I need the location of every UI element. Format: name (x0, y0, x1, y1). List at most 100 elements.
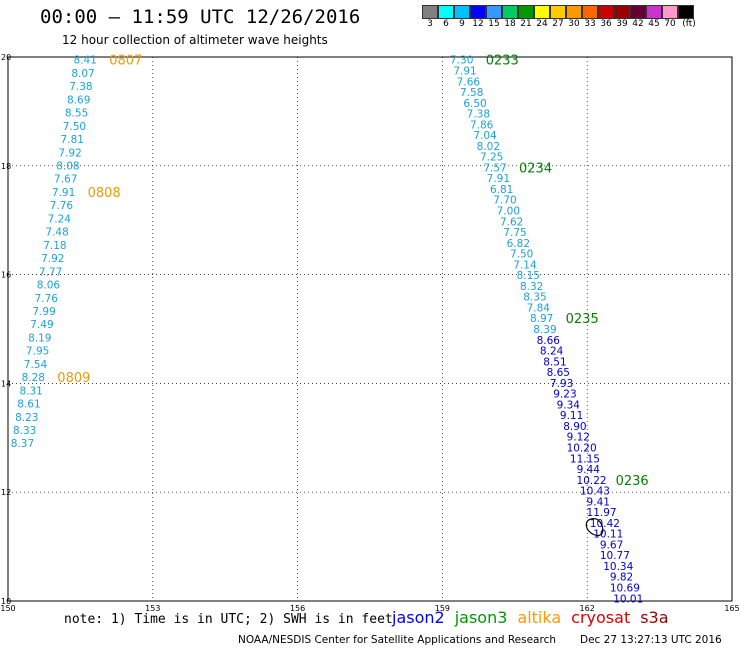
data-label: 8.37 (11, 438, 34, 450)
data-label: 7.30 (450, 55, 473, 67)
data-label: 10.77 (600, 550, 630, 562)
data-label: 11.97 (587, 507, 617, 519)
data-label: 7.49 (30, 319, 53, 331)
color-scale-label: 30 (568, 19, 580, 29)
color-scale-label: 39 (616, 19, 628, 29)
data-label: 8.39 (533, 324, 556, 336)
satellite-legend-entry: jason3 (454, 608, 508, 627)
color-scale-label: 3 (427, 19, 433, 29)
x-tick-label: 153 (145, 604, 160, 613)
data-label: 8.41 (74, 55, 97, 67)
data-label: 6.81 (490, 184, 513, 196)
time-label: 0233 (486, 54, 519, 69)
data-label: 8.55 (65, 108, 88, 120)
color-scale-label: 21 (520, 19, 532, 29)
color-swatch (534, 5, 550, 19)
data-label: 10.42 (590, 518, 620, 530)
data-label: 8.35 (523, 292, 546, 304)
data-label: 9.34 (557, 399, 581, 411)
plot-frame (7, 56, 733, 602)
data-label: 7.00 (497, 206, 520, 218)
data-label: 7.58 (460, 87, 483, 99)
color-scale-label: 27 (552, 19, 564, 29)
data-label: 7.75 (503, 227, 526, 239)
data-label: 6.82 (507, 238, 530, 250)
data-label: 8.24 (540, 346, 564, 358)
data-label: 7.67 (54, 174, 77, 186)
data-label: 8.31 (19, 385, 42, 397)
data-label: 9.23 (553, 389, 576, 401)
data-label: 7.48 (45, 227, 68, 239)
color-scale-label: 6 (443, 19, 449, 29)
data-label: 9.11 (560, 410, 583, 422)
color-scale-label: 12 (472, 19, 484, 29)
satellite-legend-entry: cryosat (571, 608, 631, 627)
data-label: 8.19 (28, 332, 51, 344)
color-scale-label: 36 (600, 19, 612, 29)
data-label: 10.69 (610, 583, 640, 595)
footer-note: note: 1) Time is in UTC; 2) SWH is in fe… (64, 612, 393, 627)
data-label: 10.22 (577, 475, 607, 487)
color-swatch (470, 5, 486, 19)
data-label: 7.81 (61, 134, 84, 146)
color-scale-label: 24 (536, 19, 548, 29)
color-swatch (502, 5, 518, 19)
data-label: 9.44 (577, 464, 601, 476)
data-label: 8.51 (543, 356, 566, 368)
color-swatch (678, 5, 694, 19)
satellite-legend-entry: jason2 (392, 608, 445, 627)
data-label: 7.92 (41, 253, 64, 265)
data-label: 8.28 (22, 372, 45, 384)
data-label: 7.91 (453, 65, 476, 77)
data-label: 10.01 (613, 593, 643, 605)
time-label: 0809 (57, 371, 90, 386)
data-label: 7.66 (457, 76, 481, 88)
data-label: 9.12 (567, 432, 590, 444)
data-label: 9.82 (610, 572, 633, 584)
color-scale-label: (ft) (682, 19, 696, 29)
data-label: 8.06 (37, 280, 61, 292)
data-label: 8.66 (537, 335, 561, 347)
color-scale-label: 18 (504, 19, 516, 29)
y-tick-label: 16 (1, 271, 11, 280)
data-label: 7.24 (48, 213, 72, 225)
color-swatches (422, 5, 700, 19)
y-tick-label: 10 (1, 597, 11, 606)
data-label: 7.54 (24, 359, 48, 371)
x-tick-label: 162 (580, 604, 595, 613)
data-label: 8.61 (17, 399, 40, 411)
color-swatch (422, 5, 438, 19)
color-scale-label: 45 (648, 19, 660, 29)
data-label: 8.15 (517, 270, 540, 282)
data-label: 7.38 (69, 81, 92, 93)
time-label: 0807 (109, 54, 142, 69)
data-label: 10.43 (580, 486, 610, 498)
data-label: 7.50 (63, 121, 86, 133)
page-title: 00:00 – 11:59 UTC 12/26/2016 (40, 6, 361, 28)
y-tick-label: 20 (1, 53, 11, 62)
data-label: 7.91 (52, 187, 75, 199)
color-swatch (566, 5, 582, 19)
data-label: 8.23 (15, 412, 38, 424)
data-label: 7.76 (50, 200, 74, 212)
data-label: 9.41 (587, 496, 610, 508)
data-label: 8.02 (477, 141, 500, 153)
generated-timestamp: Dec 27 13:27:13 UTC 2016 (580, 634, 722, 646)
color-swatch (646, 5, 662, 19)
satellite-legend-entry: altika (517, 608, 562, 627)
color-scale-labels: 3 6 9 12 15 18 21 24 27 30 33 36 39 42 45 70 (ft) (422, 19, 700, 29)
satellite-legend-entry: s3a (640, 608, 669, 627)
y-tick-label: 14 (1, 379, 11, 388)
color-scale-label: 15 (488, 19, 500, 29)
color-swatch (598, 5, 614, 19)
x-tick-label: 156 (290, 604, 305, 613)
data-label: 8.07 (71, 68, 94, 80)
data-label: 7.57 (483, 162, 506, 174)
color-swatch (438, 5, 454, 19)
satellite-legend: jason2 jason3 altika cryosat s3a (392, 608, 679, 627)
data-label: 10.34 (603, 561, 633, 573)
x-tick-label: 165 (724, 604, 739, 613)
data-label: 7.70 (493, 195, 516, 207)
data-label: 7.86 (470, 119, 494, 131)
